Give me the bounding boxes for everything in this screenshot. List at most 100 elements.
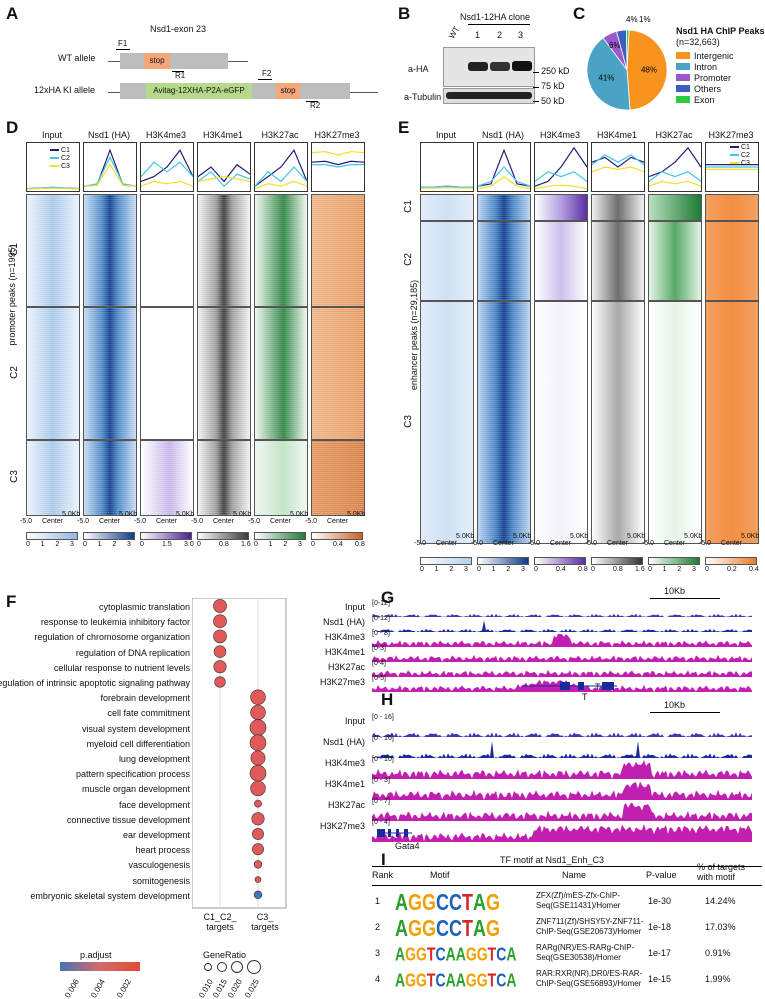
profile-lines <box>197 163 251 188</box>
motif-letter: C <box>436 915 450 941</box>
motif-letter: G <box>476 969 488 991</box>
motif-pct: 17.03% <box>705 922 736 932</box>
signal-area <box>372 655 752 662</box>
heatmap-block-c3 <box>83 440 137 516</box>
x-tick: 5.0Kb <box>62 511 81 518</box>
profile-lines <box>83 148 137 187</box>
motif-rank: 2 <box>375 922 381 932</box>
legend-label: C1 <box>741 143 750 151</box>
motif-name: RAR:RXR(NR),DR0/ES-RAR-ChIP-Seq(GSE56893… <box>536 969 643 988</box>
go-term: connective tissue development <box>66 814 190 825</box>
profile-line-c2 <box>477 166 531 187</box>
gene-track <box>372 680 752 694</box>
profile-lines <box>648 146 702 187</box>
track-signal <box>372 634 752 647</box>
motif-letter: G <box>465 943 477 965</box>
motif-letter: G <box>416 943 427 965</box>
profile-lines <box>534 146 588 190</box>
motif-letter: C <box>449 915 463 941</box>
colorbar-tick: 3 <box>464 566 468 573</box>
colorbar-tick: 2 <box>677 566 682 573</box>
colorbar-tick: 3 <box>521 566 525 573</box>
go-term: response to leukemia inhibitory factor <box>40 617 190 628</box>
col-motif: Motif <box>430 870 450 880</box>
colorbar-tick: 0.4 <box>556 566 566 573</box>
track <box>372 821 752 842</box>
profile-plot <box>534 142 588 192</box>
panel-label-b: B <box>398 4 411 23</box>
profile-lines <box>591 154 645 173</box>
primer-f1: F1 <box>118 39 128 48</box>
motif-letter: G <box>486 889 501 915</box>
profile-lines <box>254 149 308 190</box>
go-term: visual system development <box>81 723 190 734</box>
motif-pct: 14.24% <box>705 896 736 906</box>
colorbar <box>477 557 529 565</box>
cluster-label: C3 <box>402 414 414 428</box>
pie-label-others: 4% <box>626 15 638 24</box>
colorbar-tick: 1 <box>97 541 102 548</box>
col-rank: Rank <box>372 870 394 880</box>
track-range: [0 - 3] <box>372 777 390 784</box>
gene-exon <box>388 829 391 837</box>
go-dot <box>249 719 267 736</box>
marker-250: 250 kD <box>541 66 570 76</box>
heatmap-block-c3 <box>420 301 474 544</box>
colorbar-tick: 2 <box>283 541 288 548</box>
column-title: H3K27ac <box>261 130 299 140</box>
go-term: ear development <box>122 830 190 840</box>
motif-rank: 3 <box>375 948 381 958</box>
heatmap-block-c2 <box>420 221 474 301</box>
motif-letter: G <box>408 889 423 915</box>
table-rule <box>372 885 762 886</box>
gene-name: T <box>595 682 601 692</box>
track-signal <box>372 781 752 800</box>
go-term: cellular response to nutrient levels <box>53 662 190 673</box>
heatmap-block-c1 <box>140 194 194 307</box>
x-tick: Center <box>607 540 629 547</box>
colorbar-tick: 3.0 <box>184 541 194 548</box>
go-term: cytoplasmic translation <box>98 602 190 612</box>
cluster-legend: C1 C2 C3 <box>50 146 70 170</box>
motif-letter: T <box>462 915 474 941</box>
motif-letter: G <box>486 915 501 941</box>
go-dot <box>250 704 266 721</box>
legend-entry: Intron <box>676 61 734 72</box>
legend-entry: C2 <box>50 154 70 162</box>
motif-letter: C <box>435 943 446 965</box>
profile-line-c2 <box>254 166 308 187</box>
colorbar-tick: 0 <box>477 566 481 573</box>
pie-slice-exon <box>626 29 630 71</box>
x-tick: Center <box>213 518 235 525</box>
go-dot <box>213 614 227 629</box>
cluster-label: C2 <box>8 365 20 379</box>
colorbar-tick: 1 <box>662 566 667 573</box>
heatmap-block-c2 <box>534 221 588 301</box>
profile-plot <box>648 142 702 192</box>
colorbar <box>591 557 643 565</box>
motif-letter: A <box>395 969 406 991</box>
gene-exon <box>560 682 570 690</box>
padjust-tick: 0.004 <box>89 977 107 999</box>
heatmap-block-c2 <box>140 307 194 440</box>
column-title: H3K4me1 <box>202 130 244 140</box>
heatmap-block-c3 <box>477 301 531 544</box>
go-term: regulation of DNA replication <box>75 647 190 658</box>
profile-line-c3 <box>254 180 308 190</box>
wt-stop: stop <box>144 53 170 69</box>
col-pct: % of targets with motif <box>697 862 746 882</box>
x-tick: 5.0Kb <box>684 533 703 540</box>
motif-letter: A <box>506 943 517 965</box>
col-name: Name <box>562 870 587 880</box>
motif-letter: C <box>436 889 450 915</box>
colorbar <box>83 532 135 540</box>
motif-letter: A <box>395 943 406 965</box>
profile-lines <box>26 186 80 190</box>
track-range: [0-12] <box>372 615 390 622</box>
legend-label: C2 <box>61 154 70 162</box>
signal-area <box>372 781 752 800</box>
generatio-circles <box>204 960 261 974</box>
profile-plot <box>197 142 251 192</box>
